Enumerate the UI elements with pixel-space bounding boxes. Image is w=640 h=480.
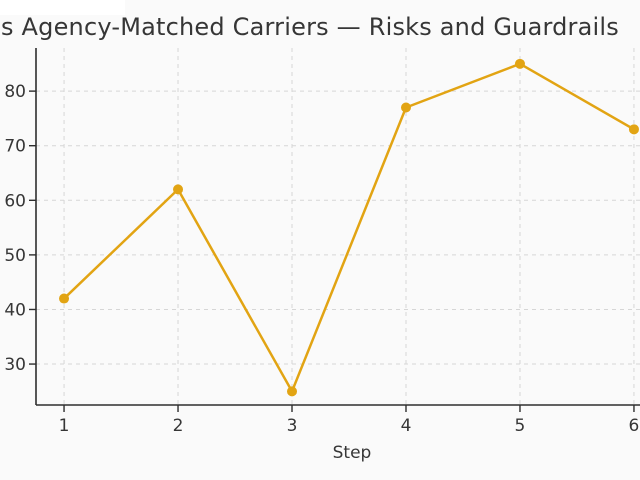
- data-point: [59, 293, 70, 304]
- top-left-white-patch: [0, 0, 125, 15]
- y-tick-label: 70: [4, 137, 26, 157]
- chart-title-clip: s Agency-Matched Carriers — Risks and Gu…: [0, 0, 640, 48]
- y-tick-label: 80: [4, 82, 26, 102]
- data-point: [400, 102, 411, 113]
- trend-line: [62, 62, 636, 393]
- x-tick-label: 1: [59, 416, 70, 436]
- y-tick-label: 40: [4, 300, 26, 320]
- x-tick-label: 2: [173, 416, 184, 436]
- y-tick-label: 60: [4, 191, 26, 211]
- data-point: [514, 58, 525, 69]
- data-point: [173, 184, 184, 195]
- data-point: [287, 386, 298, 397]
- x-axis-label: Step: [333, 443, 372, 463]
- x-tick-label: 5: [515, 416, 526, 436]
- data-point: [628, 124, 639, 135]
- y-tick-label: 50: [4, 246, 26, 266]
- y-tick-label: 30: [4, 355, 26, 375]
- x-tick-label: 3: [287, 416, 298, 436]
- x-tick-label: 4: [401, 416, 412, 436]
- chart-title: s Agency-Matched Carriers — Risks and Gu…: [1, 13, 619, 41]
- x-tick-label: 6: [629, 416, 640, 436]
